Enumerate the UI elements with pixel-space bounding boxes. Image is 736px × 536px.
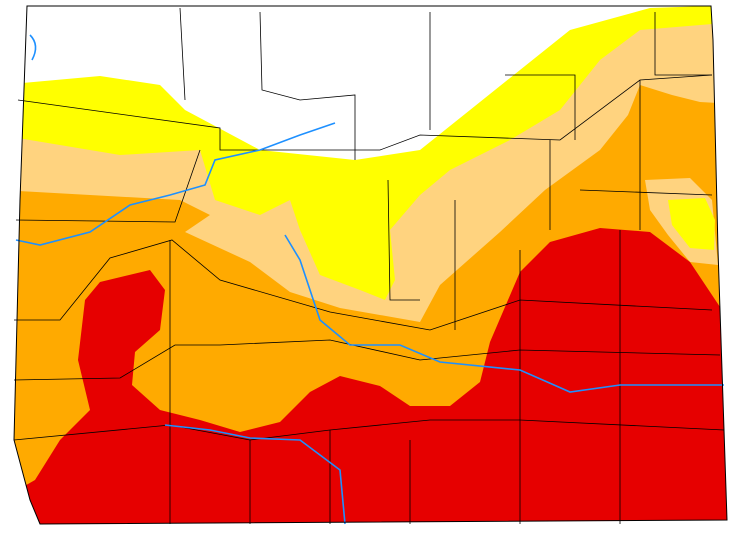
severe-drought-pocket xyxy=(138,360,165,398)
state-border xyxy=(13,5,728,525)
rivers xyxy=(15,34,724,525)
county-lines xyxy=(13,7,725,524)
abnormally-dry-east xyxy=(668,198,715,250)
extreme-drought xyxy=(14,228,727,524)
